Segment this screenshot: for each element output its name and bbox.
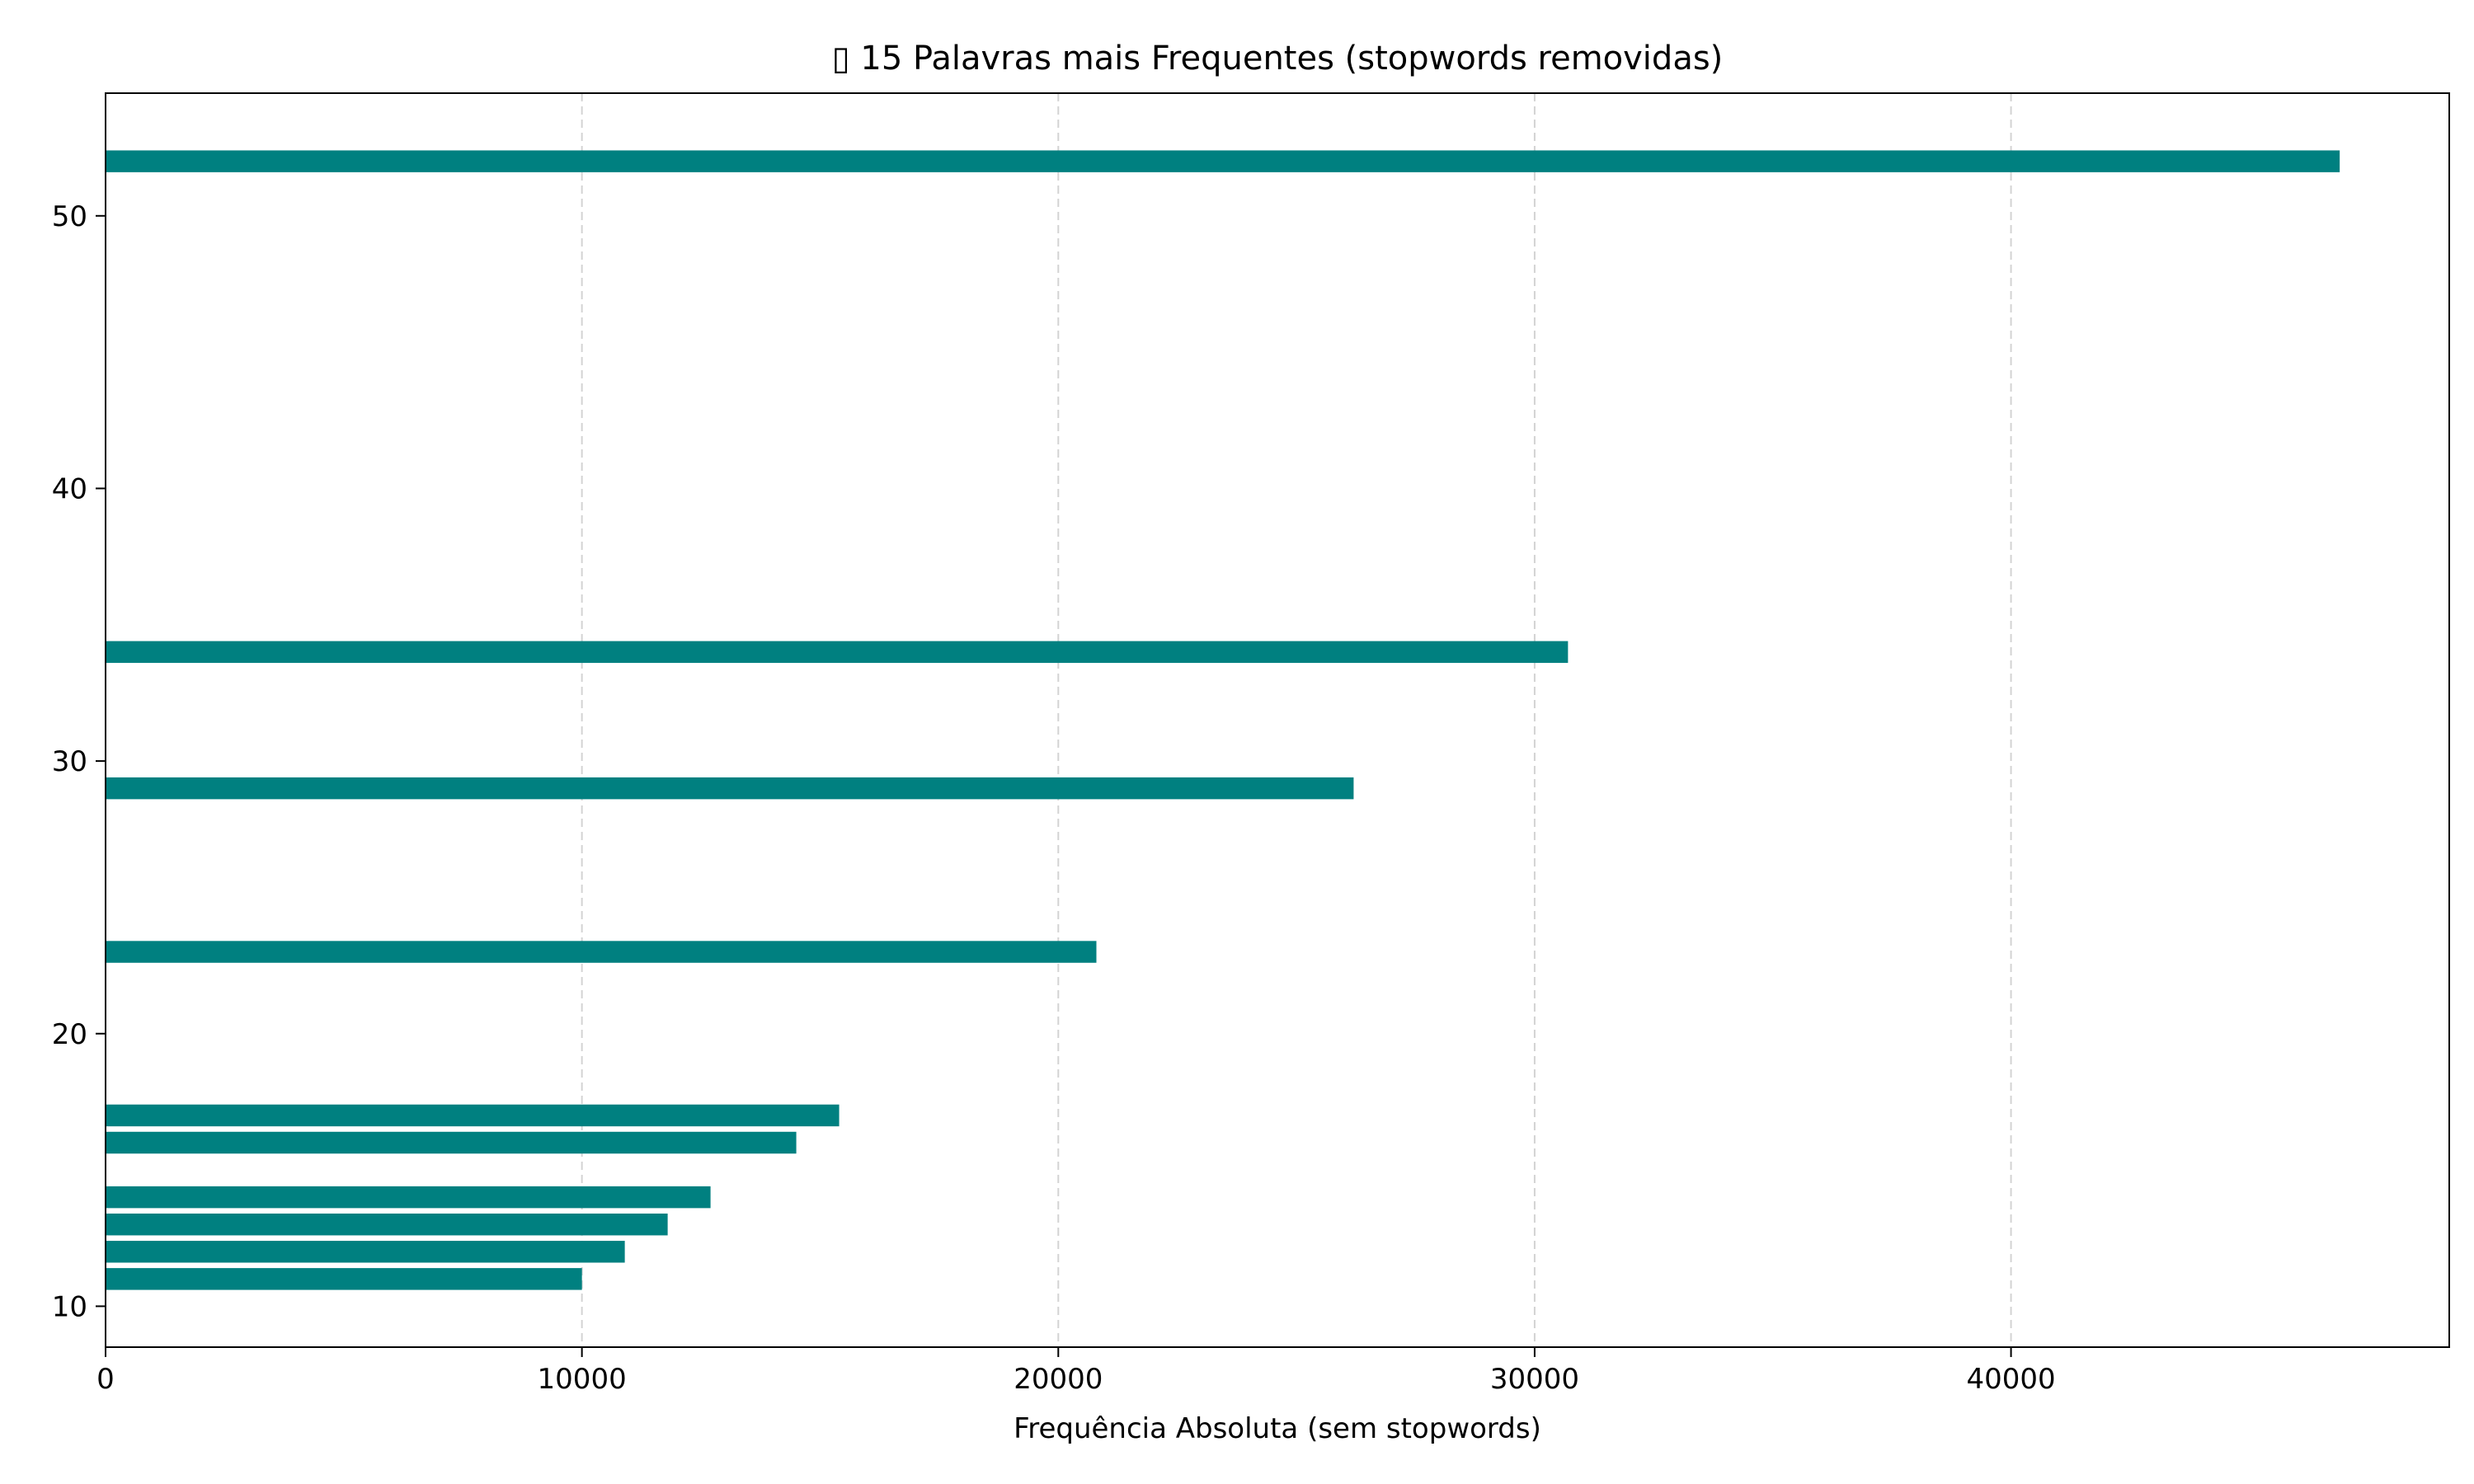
x-axis-label: Frequência Absoluta (sem stopwords) [1014,1412,1541,1445]
bar [106,941,1097,963]
bar [106,1104,840,1127]
x-tick-label: 30000 [1490,1363,1579,1396]
x-tick-label: 0 [96,1363,115,1396]
x-tick-label: 20000 [1014,1363,1103,1396]
bar [106,1131,797,1154]
bar-layer [106,150,2340,1290]
y-tick-label: 10 [52,1290,87,1323]
y-tick-label: 40 [52,472,87,505]
plot-frame [105,92,2450,1348]
bar [106,1213,668,1236]
y-tick-label: 20 [52,1018,87,1051]
y-tick-label: 30 [52,745,87,778]
bar [106,1268,582,1290]
bar [106,150,2340,172]
bar [106,777,1354,800]
bar [106,1186,711,1209]
bar [106,1241,625,1263]
bar [106,641,1569,664]
chart-title: ▯ 15 Palavras mais Frequentes (stopwords… [832,40,1724,77]
y-tick-label: 50 [52,200,87,233]
x-axis: 0 10000 20000 30000 40000 [96,1347,2056,1396]
x-tick-label: 10000 [538,1363,627,1396]
x-tick-label: 40000 [1966,1363,2055,1396]
y-axis: 10 20 30 40 50 [52,200,106,1323]
